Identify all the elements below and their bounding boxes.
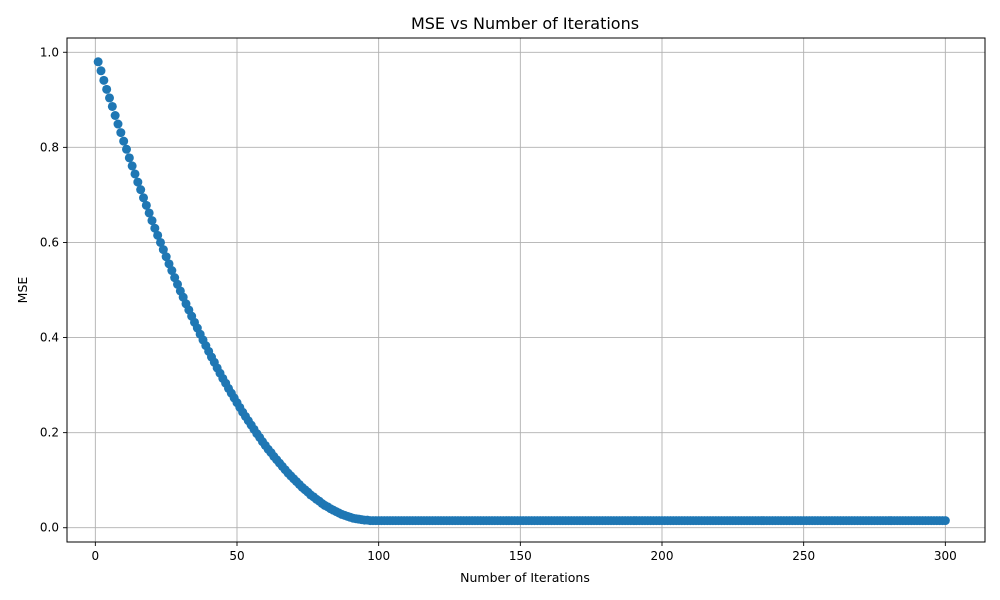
plot-frame [66,37,986,543]
data-point [122,144,131,154]
data-point [156,237,165,247]
grid-lines [67,38,985,542]
chart-title: MSE vs Number of Iterations [411,14,639,33]
x-tick-label: 150 [509,549,532,563]
data-point [96,66,106,76]
x-tick-label: 250 [792,549,815,563]
data-point [141,200,151,210]
x-tick-label: 300 [934,549,957,563]
y-tick-label: 0.2 [40,426,59,440]
y-axis-label: MSE [15,277,30,304]
data-point [119,136,129,146]
data-point [167,266,177,276]
data-point [161,252,171,262]
x-tick-label: 100 [367,549,390,563]
data-point [105,93,114,103]
data-point [113,119,123,129]
y-tick-label: 0.0 [40,521,59,535]
data-point [940,516,950,526]
data-point [144,208,154,218]
data-point [107,101,117,111]
y-tick-label: 0.8 [40,140,59,154]
y-tick-label: 0.4 [40,331,59,345]
y-tick-label: 1.0 [40,45,59,59]
data-point [147,216,157,226]
data-points [93,57,950,526]
data-point [139,193,148,203]
data-point [133,177,143,187]
x-tick-label: 50 [229,549,244,563]
x-axis-ticks: 0 50 100 150 200 250 300 [92,542,957,563]
data-point [116,128,126,138]
data-point [158,245,168,255]
x-tick-label: 200 [651,549,674,563]
data-point [124,153,134,163]
data-point [127,161,137,171]
data-point [102,84,112,94]
y-tick-label: 0.6 [40,235,59,249]
data-point [153,230,163,240]
data-point [110,111,120,121]
data-point [136,185,146,195]
data-point [93,57,103,67]
x-tick-label: 0 [92,549,100,563]
data-point [150,223,160,233]
data-point [99,75,109,85]
data-point [130,169,140,179]
x-axis-label: Number of Iterations [460,570,590,585]
y-axis-ticks: 0.0 0.2 0.4 0.6 0.8 1.0 [40,45,67,535]
